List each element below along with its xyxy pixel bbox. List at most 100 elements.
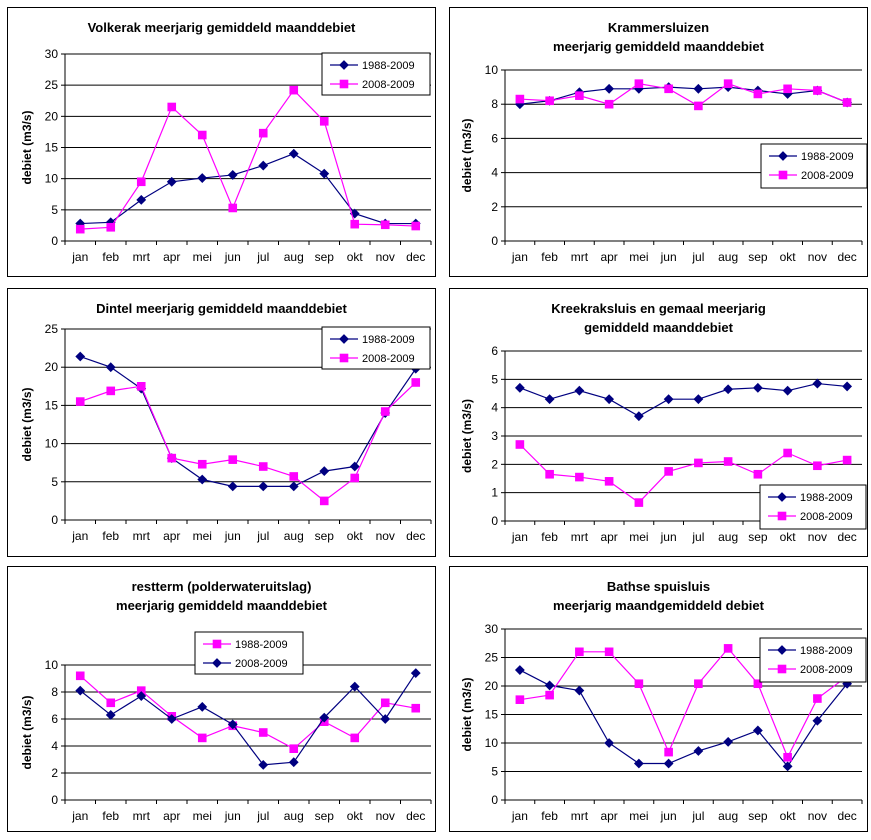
x-tick-label: apr <box>163 529 180 543</box>
legend: 1988-2009 2008-2009 <box>321 52 431 96</box>
series-point <box>227 481 238 492</box>
series-point <box>753 469 763 479</box>
y-tick-label: 6 <box>51 712 58 726</box>
series-point <box>694 679 703 689</box>
chart-title: Dintel meerjarig gemiddeld maanddebiet <box>96 301 347 316</box>
series-point <box>258 160 269 171</box>
series-point <box>319 168 330 179</box>
series-point <box>575 472 584 482</box>
series-point <box>75 685 86 696</box>
legend: 1988-2009 2008-2009 <box>759 484 867 530</box>
chart-title: Kreekraksluis en gemaal meerjarig <box>551 301 766 316</box>
x-tick-label: jun <box>660 809 677 823</box>
x-tick-label: jul <box>256 529 269 543</box>
series-point <box>812 715 823 726</box>
series-point <box>777 511 787 521</box>
x-tick-label: mrt <box>571 250 589 264</box>
x-tick-label: apr <box>163 250 180 264</box>
series-point <box>694 458 703 468</box>
series-point <box>694 101 703 111</box>
x-tick-label: mrt <box>133 809 151 823</box>
x-tick-label: jul <box>691 809 704 823</box>
legend-label: 1988-2009 <box>801 151 854 163</box>
series-point <box>350 219 360 229</box>
series-point <box>604 477 614 486</box>
series-point <box>752 382 763 393</box>
x-tick-label: feb <box>102 250 119 264</box>
series-point <box>289 85 299 95</box>
legend-label: 1988-2009 <box>800 645 853 657</box>
series-group <box>514 665 853 772</box>
series-point <box>604 83 615 94</box>
series-point <box>258 481 269 492</box>
chart-panel: Dintel meerjarig gemiddeld maanddebiet 0 5… <box>7 288 436 557</box>
series-point <box>545 96 554 106</box>
series-point <box>604 99 614 109</box>
series-point <box>778 151 788 161</box>
series-point <box>634 79 644 88</box>
x-tick-label: jan <box>71 250 88 264</box>
series-point <box>136 194 147 205</box>
x-tick-label: dec <box>837 250 856 264</box>
x-tick-label: aug <box>718 530 738 544</box>
x-tick-label: aug <box>718 809 738 823</box>
y-axis-label: debiet (m3/s) <box>460 399 474 473</box>
series-point <box>197 173 208 183</box>
x-tick-label: mei <box>629 250 648 264</box>
y-tick-label: 15 <box>485 708 499 722</box>
x-tick-label: jun <box>224 250 241 264</box>
series-point <box>411 703 421 713</box>
x-tick-label: jun <box>660 530 677 544</box>
series-point <box>515 695 525 704</box>
x-tick-label: jan <box>71 529 88 543</box>
series-point <box>545 469 554 479</box>
series-point <box>167 102 177 112</box>
series-point <box>258 728 268 737</box>
x-tick-label: feb <box>541 250 558 264</box>
series-point <box>258 128 268 138</box>
x-tick-label: okt <box>347 529 364 543</box>
x-tick-label: mei <box>193 250 212 264</box>
x-tick-label: dec <box>406 529 425 543</box>
y-tick-label: 10 <box>485 63 499 77</box>
series-point <box>777 664 787 674</box>
series-point <box>339 334 349 344</box>
x-tick-label: sep <box>748 530 768 544</box>
series-line <box>80 382 417 502</box>
series-point <box>782 761 793 772</box>
legend-label: 2008-2009 <box>362 353 415 365</box>
series-group <box>515 440 852 507</box>
series-point <box>813 86 822 95</box>
y-tick-label: 10 <box>45 172 59 186</box>
series-point <box>664 84 673 94</box>
y-tick-label: 15 <box>45 398 59 412</box>
x-tick-label: mrt <box>571 809 589 823</box>
x-tick-label: nov <box>808 809 827 823</box>
series-point <box>723 457 733 466</box>
y-tick-label: 0 <box>51 234 58 248</box>
series-line <box>80 355 417 487</box>
series-point <box>604 647 614 657</box>
legend-label: 2008-2009 <box>362 79 415 91</box>
series-point <box>545 690 554 700</box>
series-point <box>663 394 674 405</box>
chart-panel: Krammersluizen meerjarig gemiddeld maandd… <box>449 7 868 277</box>
series-point <box>339 353 349 363</box>
x-tick-label: jun <box>224 809 241 823</box>
y-tick-label: 20 <box>45 109 59 123</box>
x-tick-label: feb <box>102 529 119 543</box>
x-tick-label: okt <box>347 809 364 823</box>
legend-label: 1988-2009 <box>362 334 415 346</box>
series-point <box>842 381 853 392</box>
series-group <box>75 85 421 234</box>
series-point <box>604 738 615 748</box>
series-point <box>75 671 85 681</box>
series-point <box>339 60 349 70</box>
y-tick-label: 8 <box>51 685 58 699</box>
y-tick-label: 4 <box>491 401 498 415</box>
series-point <box>723 79 733 88</box>
x-tick-label: nov <box>376 250 395 264</box>
series-point <box>289 744 299 753</box>
series-point <box>166 176 177 187</box>
